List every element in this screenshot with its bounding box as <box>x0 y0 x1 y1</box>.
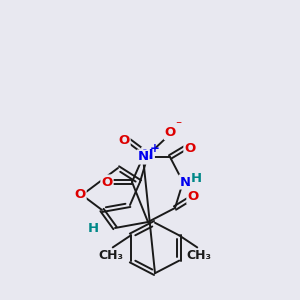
Text: +: + <box>150 142 160 155</box>
Text: CH₃: CH₃ <box>187 249 212 262</box>
Text: O: O <box>188 190 199 203</box>
Text: O: O <box>74 188 86 202</box>
Text: O: O <box>101 176 112 188</box>
Text: O: O <box>118 134 130 146</box>
Text: CH₃: CH₃ <box>98 249 123 262</box>
Text: H: H <box>87 221 99 235</box>
Text: ⁻: ⁻ <box>175 119 181 133</box>
Text: N: N <box>179 176 191 188</box>
Text: N: N <box>142 148 154 162</box>
Text: O: O <box>164 127 175 140</box>
Text: O: O <box>184 142 196 154</box>
Text: N: N <box>137 151 148 164</box>
Text: H: H <box>190 172 202 184</box>
